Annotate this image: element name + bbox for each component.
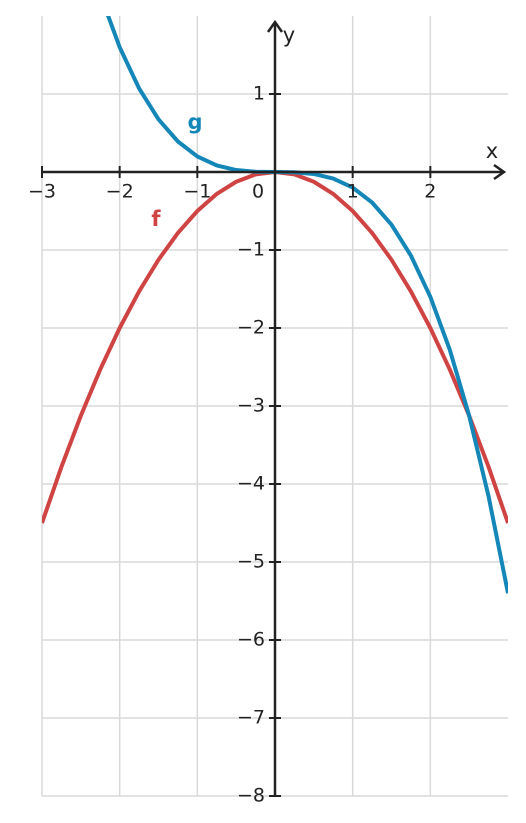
x-axis-arrow xyxy=(493,163,507,181)
y-tick-label: 1 xyxy=(253,83,265,105)
x-tick-label: 1 xyxy=(347,181,359,203)
x-tick-label: −2 xyxy=(106,181,134,203)
y-tick-label: −1 xyxy=(237,239,265,261)
y-axis-label: y xyxy=(283,23,295,47)
y-tick-label: −8 xyxy=(237,785,265,807)
curve-label: f xyxy=(151,207,161,231)
x-tick-label: −1 xyxy=(183,181,211,203)
y-tick-label: −6 xyxy=(237,629,265,651)
curve-label: g xyxy=(187,110,202,134)
y-axis-arrow xyxy=(266,19,284,33)
y-tick-label: −2 xyxy=(237,317,265,339)
y-tick-label: −5 xyxy=(237,551,265,573)
x-axis-label: x xyxy=(486,139,498,163)
y-tick-label: −4 xyxy=(237,473,265,495)
x-tick-label: 0 xyxy=(252,181,264,203)
y-tick-label: −7 xyxy=(237,707,265,729)
x-tick-label: −3 xyxy=(28,181,56,203)
x-tick-label: 2 xyxy=(424,181,436,203)
y-tick-label: −3 xyxy=(237,395,265,417)
